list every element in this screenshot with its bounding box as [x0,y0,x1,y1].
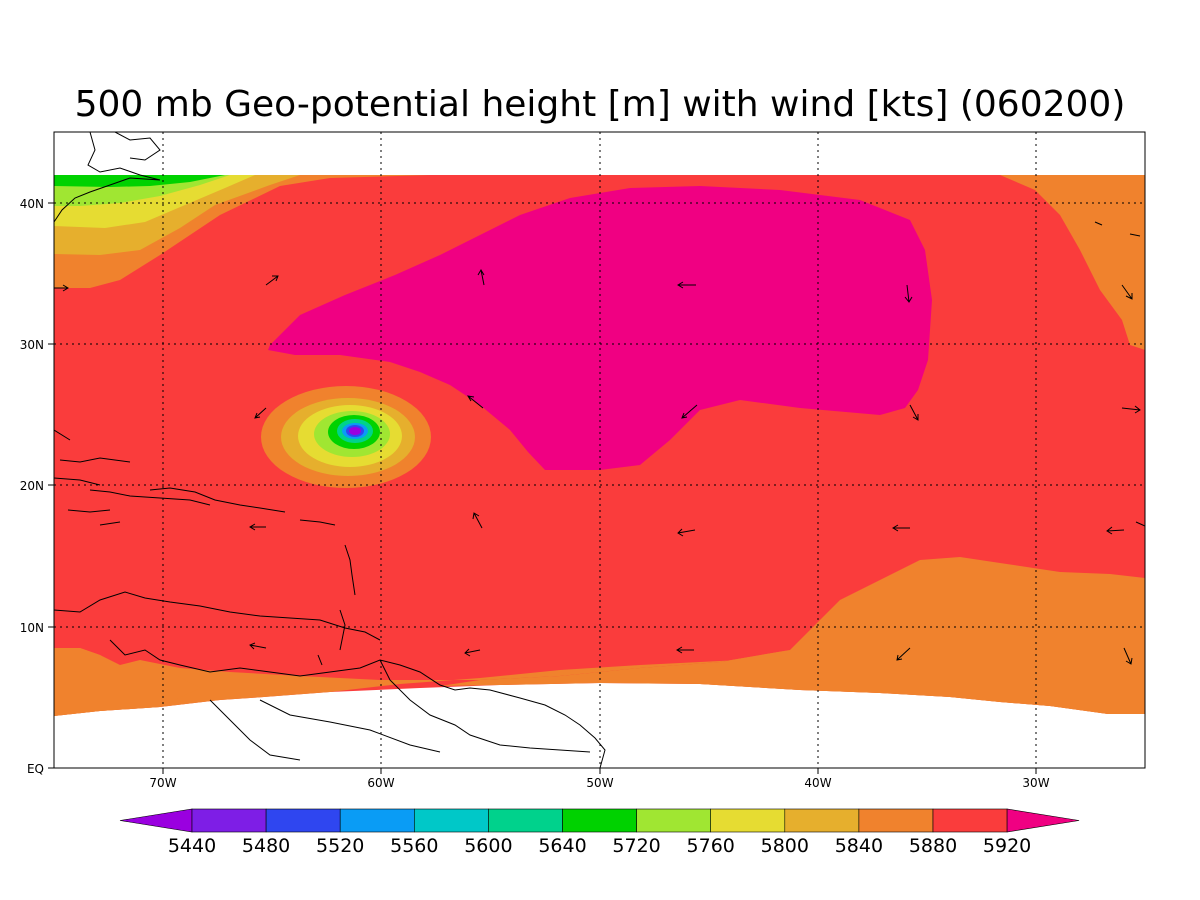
colorbar-label: 5640 [538,835,586,857]
x-tick-label: 50W [586,776,613,790]
colorbar-swatch [339,808,415,833]
wind-arrow [249,523,266,531]
wind-arrow [1123,647,1133,665]
grid-lines [54,132,1145,768]
x-tick-labels: 70W 60W 50W 40W 30W [149,776,1049,790]
coastline-bahamas [54,429,211,506]
coastline-north-america [54,132,161,223]
colorbar-labels: 5440 5480 5520 5560 5600 5640 5720 5760 5800 5840… [168,835,1031,857]
colorbar-swatch [932,808,1008,833]
coastline-puerto-rico [299,519,336,526]
coastline-south-america-interior [209,699,441,761]
wind-arrow [265,275,279,286]
wind-arrow [472,512,483,529]
band-5840-5880-south-fill [440,557,1145,714]
wind-arrow [1121,405,1141,414]
wind-arrow [676,646,694,654]
wind-arrow [1106,526,1125,535]
coastline-nova-scotia [114,132,161,161]
x-tick-label: 70W [149,776,176,790]
plot-area [54,132,1145,768]
wind-vectors [54,269,1141,665]
colorbar-swatch [488,808,563,833]
coastline-cuba-jamaica [54,477,121,526]
colorbar-swatch [265,808,341,833]
colorbar-label: 5480 [242,835,290,857]
wind-arrow [681,404,698,419]
colorbar-label: 5880 [909,835,957,857]
y-tick-label: 30N [20,338,44,352]
wind-arrow [896,647,911,661]
colorbar-label: 5720 [612,835,660,857]
colorbar-max-triangle [1006,808,1080,833]
coastline-lesser-antilles [317,544,356,666]
axis-ticks [48,202,1037,774]
colorbar-label: 5840 [835,835,883,857]
colorbar-swatch [636,808,711,833]
colorbar-label: 5760 [687,835,735,857]
wind-arrow [249,642,267,650]
colorbar-label: 5440 [168,835,216,857]
colorbar-swatch [191,808,267,833]
wind-arrow [254,407,267,419]
colorbar-swatch [784,808,860,833]
coastline-central-america [54,591,381,641]
y-tick-label: 10N [20,621,44,635]
coastline-east-atlantic-islands [1094,221,1145,527]
wind-arrow [677,281,696,289]
colorbar-swatch [413,808,489,833]
y-tick-labels: EQ 10N 20N 30N 40N [20,197,44,776]
colorbar-label: 5600 [464,835,512,857]
colorbar-label: 5920 [983,835,1031,857]
colorbar-swatch [710,808,786,833]
band-5840-5880-southwest [54,648,200,716]
wind-arrow [54,284,69,292]
wind-arrow [1121,284,1133,300]
wind-arrow [904,284,913,303]
band-5640-5720 [54,175,225,187]
wind-arrow [464,648,481,657]
colorbar-swatch [858,808,934,833]
colorbar-label: 5800 [761,835,809,857]
coastlines [54,132,1145,768]
band-above-5920-high [268,186,932,470]
x-tick-label: 60W [367,776,394,790]
y-tick-label: EQ [27,762,44,776]
y-tick-label: 40N [20,197,44,211]
coastline-guianas [379,659,591,753]
colorbar-label: 5560 [390,835,438,857]
colorbar [119,808,1080,833]
x-tick-label: 40W [804,776,831,790]
chart-title: 500 mb Geo-potential height [m] with win… [75,84,1126,125]
colorbar-min-triangle [119,808,193,833]
y-tick-label: 20N [20,479,44,493]
coastline-hispaniola [149,487,286,513]
wind-arrow [677,528,696,537]
wind-arrow [477,269,485,286]
coastline-venezuela [109,639,606,768]
wind-arrow [467,395,484,409]
cyclone-center [349,427,361,435]
wind-arrow [909,404,919,421]
x-tick-label: 30W [1022,776,1049,790]
wind-arrow [892,524,910,532]
colorbar-label: 5520 [316,835,364,857]
colorbar-swatch [562,808,637,833]
